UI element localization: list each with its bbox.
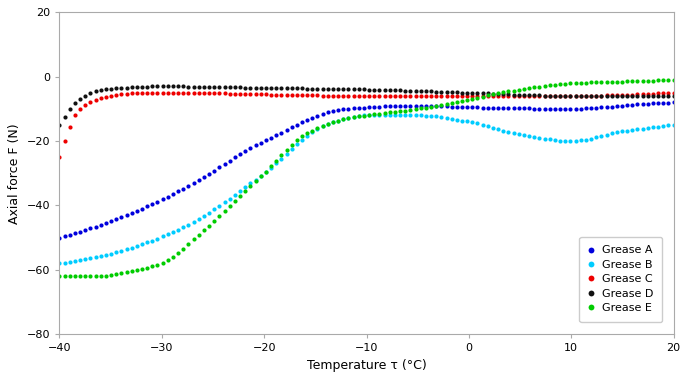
Grease E	[55, 274, 63, 279]
Grease C	[484, 94, 492, 98]
Grease B	[185, 223, 193, 227]
Grease C	[55, 155, 63, 159]
Grease E	[540, 84, 548, 88]
Grease C	[189, 90, 198, 95]
Line: Grease A: Grease A	[57, 100, 676, 240]
Grease A	[540, 106, 548, 111]
Grease B	[365, 113, 373, 117]
Line: Grease C: Grease C	[57, 91, 676, 159]
Grease E	[649, 78, 657, 83]
Grease D	[654, 94, 662, 98]
Grease A	[649, 101, 657, 106]
Grease A	[670, 100, 678, 105]
Grease A	[55, 235, 63, 240]
Grease B	[546, 137, 554, 142]
X-axis label: Temperature τ (°C): Temperature τ (°C)	[307, 359, 426, 372]
Grease D	[189, 84, 198, 89]
Grease E	[396, 109, 404, 114]
Grease B	[654, 124, 662, 129]
Grease A	[185, 184, 193, 188]
Legend: Grease A, Grease B, Grease C, Grease D, Grease E: Grease A, Grease B, Grease C, Grease D, …	[579, 236, 662, 322]
Grease D	[158, 84, 167, 89]
Grease D	[401, 88, 409, 93]
Grease B	[484, 124, 492, 128]
Line: Grease E: Grease E	[57, 78, 676, 278]
Grease D	[546, 93, 554, 98]
Grease C	[654, 91, 662, 96]
Grease C	[546, 94, 554, 98]
Grease E	[478, 94, 486, 99]
Grease C	[401, 94, 409, 98]
Grease D	[670, 94, 678, 98]
Grease B	[55, 261, 63, 266]
Y-axis label: Axial force F (N): Axial force F (N)	[8, 123, 21, 223]
Grease C	[138, 90, 146, 95]
Grease C	[670, 90, 678, 95]
Grease C	[225, 91, 234, 96]
Grease E	[220, 209, 229, 214]
Grease E	[185, 242, 193, 246]
Grease E	[670, 78, 678, 82]
Grease A	[396, 104, 404, 108]
Grease A	[220, 162, 229, 166]
Line: Grease B: Grease B	[57, 113, 676, 265]
Grease D	[55, 123, 63, 127]
Grease A	[478, 105, 486, 110]
Grease D	[225, 85, 234, 90]
Line: Grease D: Grease D	[57, 84, 676, 127]
Grease B	[670, 123, 678, 127]
Grease B	[220, 200, 229, 204]
Grease B	[401, 113, 409, 117]
Grease D	[484, 91, 492, 96]
